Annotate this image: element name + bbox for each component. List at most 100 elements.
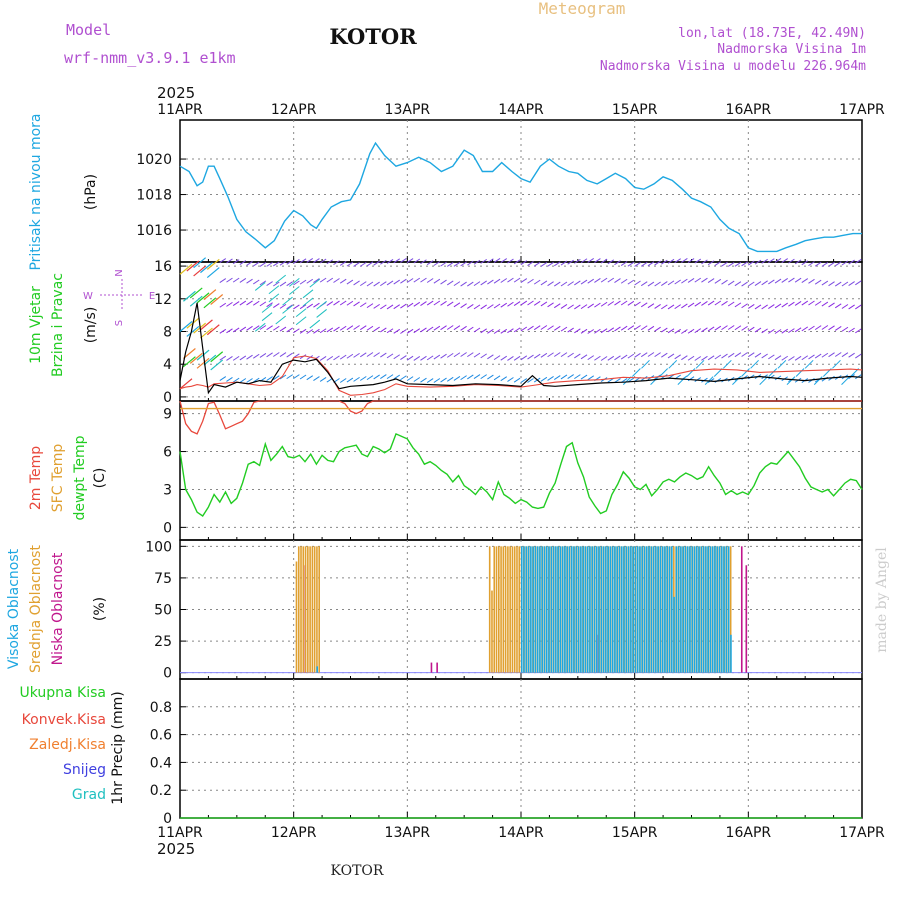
wind-barb xyxy=(366,303,374,309)
wind-barb xyxy=(681,303,688,309)
cloud-bar-0 xyxy=(623,546,625,673)
compass-south-label: S xyxy=(114,320,125,326)
cloud-bar-0 xyxy=(634,546,637,673)
wind-barb xyxy=(400,375,407,381)
wind-barb xyxy=(275,315,287,325)
wind-barb xyxy=(393,258,400,264)
wind-barb xyxy=(487,304,494,310)
cloud-bar-1 xyxy=(502,546,505,673)
cloud-bar-1 xyxy=(488,546,491,673)
wind-barb xyxy=(339,378,347,383)
wind-barb xyxy=(319,258,327,264)
cloud-bar-0 xyxy=(630,546,632,673)
wind-barb xyxy=(373,352,380,358)
precip-panel: 0 0.2 0.4 0.6 0.8 Ukupna Kisa Konvek.Kisa Zaled… xyxy=(19,678,863,827)
temperature-ytick-label: 9 xyxy=(163,407,172,423)
wind-barb xyxy=(614,378,621,383)
cloud-bar-0 xyxy=(693,546,696,673)
wind-barb xyxy=(460,261,467,267)
wind-barb xyxy=(701,277,708,283)
wind-barb xyxy=(701,301,708,306)
precip-legend-item: Grad xyxy=(72,787,106,803)
wind-barb xyxy=(346,279,354,285)
wind-barb xyxy=(279,260,287,266)
wind-barb xyxy=(232,277,240,283)
wind-ytick-label: 8 xyxy=(163,325,172,341)
cloud-ytick-label: 0 xyxy=(163,666,172,682)
wind-barb xyxy=(520,300,528,306)
cloud-bar-0 xyxy=(671,546,673,673)
cloud-bar-0 xyxy=(618,546,621,673)
wind-barb xyxy=(200,327,213,339)
wind-barb xyxy=(848,327,855,333)
wind-barb xyxy=(353,280,360,286)
wind-barb xyxy=(647,261,655,267)
wind-panel: 0 4 8 12 16 10m Vjetar Brzina i Pravac (m/s) N E S… xyxy=(28,257,863,406)
wind-barb xyxy=(634,352,641,358)
wind-barb xyxy=(560,260,568,266)
wind-barb xyxy=(353,325,360,330)
wind-barb xyxy=(587,258,594,263)
wind-barb xyxy=(567,304,574,310)
wind-barb xyxy=(768,328,775,334)
wind-barb xyxy=(273,352,280,357)
temp-ylabel-sfc: SFC Temp xyxy=(50,444,66,513)
wind-barb xyxy=(453,352,461,358)
wind-barb xyxy=(804,359,814,369)
wind-barb xyxy=(794,277,802,283)
wind-barb xyxy=(695,359,705,369)
wind-barb xyxy=(299,258,307,264)
wind-barb xyxy=(460,352,467,357)
wind-barb xyxy=(721,279,728,285)
cloud-bar-0 xyxy=(564,546,566,673)
wind-barb xyxy=(467,374,474,380)
wind-barb xyxy=(239,260,247,266)
wind-barb xyxy=(794,259,802,265)
wind-barb xyxy=(219,355,227,361)
wind-barb xyxy=(540,301,548,307)
cloud-bar-1 xyxy=(729,546,732,673)
credit-label: made by Angel xyxy=(874,547,890,653)
wind-barb xyxy=(520,355,528,361)
wind-barb xyxy=(366,281,374,287)
cloud-bar-0 xyxy=(598,546,600,673)
wind-barb xyxy=(834,303,842,309)
wind-barb xyxy=(460,303,467,309)
wind-barb xyxy=(607,259,615,265)
wind-barb xyxy=(507,258,514,264)
wind-barb xyxy=(246,354,253,360)
cloud-bar-0 xyxy=(680,546,682,673)
cloud-bar-0 xyxy=(636,546,639,673)
cloud-bar-0 xyxy=(648,546,650,673)
wind-barb xyxy=(359,281,367,287)
wind-barb xyxy=(386,304,394,310)
cloud-bar-1 xyxy=(504,546,507,673)
wind-barb xyxy=(359,352,367,358)
cloud-bar-0 xyxy=(625,546,628,673)
wind-barb xyxy=(373,303,380,309)
wind-barb xyxy=(473,304,481,310)
wind-barb xyxy=(366,325,374,331)
wind-barb xyxy=(359,325,367,331)
wind-barb xyxy=(814,300,822,306)
wind-barb xyxy=(282,304,293,314)
wind-barb xyxy=(413,277,421,283)
wind-barb xyxy=(480,374,487,380)
wind-barb xyxy=(855,304,862,310)
cloud-bar-0 xyxy=(543,546,546,673)
wind-barb xyxy=(193,265,207,277)
wind-barb xyxy=(647,325,655,331)
cloud-bar-0 xyxy=(557,546,559,673)
cloud-bar-0 xyxy=(552,546,555,673)
wind-barb xyxy=(659,368,669,377)
wind-barb xyxy=(533,279,541,285)
wind-barb xyxy=(781,328,789,334)
wind-barb xyxy=(587,303,594,309)
wind-barb xyxy=(400,258,407,263)
wind-barb xyxy=(453,325,461,331)
wind-barb xyxy=(246,300,253,306)
wind-barb xyxy=(386,374,394,380)
wind-barb xyxy=(547,281,554,287)
cloud-bar-2 xyxy=(430,662,433,673)
wind-barb xyxy=(203,354,217,366)
